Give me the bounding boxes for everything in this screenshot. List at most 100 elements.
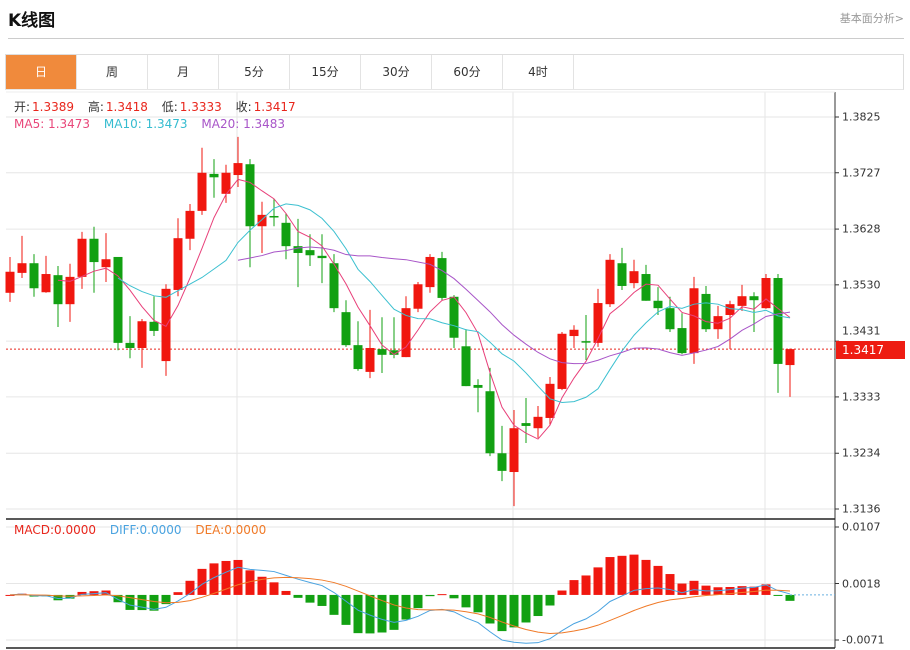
tab-60min[interactable]: 60分 [432, 55, 503, 89]
tab-4h[interactable]: 4时 [503, 55, 574, 89]
macd-bar [461, 594, 471, 608]
macd-bar [185, 580, 195, 595]
ma5-legend: MA5: 1.3473 [14, 117, 91, 131]
candle-body [197, 172, 207, 211]
macd-bar [329, 594, 339, 615]
candle-body [281, 222, 291, 247]
candle-body [413, 284, 423, 309]
candle-body [293, 246, 303, 253]
macd-bar [53, 594, 63, 601]
macd-bar [653, 565, 663, 595]
candle-body [449, 296, 459, 338]
macd-bar [629, 554, 639, 595]
macd-legend: MACD:0.0000 DIFF:0.0000 DEA:0.0000 [14, 523, 268, 537]
macd-bar [305, 594, 315, 603]
macd-y-tick: 0.0107 [842, 520, 881, 534]
macd-bar [557, 590, 567, 595]
macd-bar [161, 594, 171, 605]
candle-body [5, 271, 15, 293]
diff-line [9, 566, 791, 644]
macd-bar [497, 594, 507, 632]
macd-bar [617, 555, 627, 595]
macd-bar [173, 592, 183, 595]
candle-body [593, 303, 603, 343]
current-price-label: 1.3417 [836, 341, 905, 359]
macd-bar [737, 586, 747, 595]
macd-bar [221, 560, 231, 595]
candle-body [665, 308, 675, 330]
tab-30min[interactable]: 30分 [361, 55, 432, 89]
candle-body [461, 346, 471, 387]
candle-body [329, 263, 339, 309]
close-value: 1.3417 [253, 100, 296, 114]
y-tick: 1.3234 [842, 446, 881, 460]
candle-body [89, 238, 99, 263]
candle-body [557, 333, 567, 389]
candle-body [317, 255, 327, 259]
fundamental-analysis-link[interactable]: 基本面分析> [839, 12, 904, 25]
y-tick: 1.3825 [842, 110, 881, 124]
high-value: 1.3418 [105, 100, 148, 114]
macd-bar [413, 594, 423, 609]
macd-bar [545, 594, 555, 606]
candle-body [17, 263, 27, 273]
macd-bar [125, 594, 135, 610]
candle-body [53, 275, 63, 305]
ohlc-readout: 开: 1.3389 高: 1.3418 低: 1.3333 收: 1.3417 [14, 98, 306, 115]
open-label: 开: [14, 100, 31, 114]
period-tabs: 日 周 月 5分 15分 30分 60分 4时 [5, 54, 904, 90]
ma5-line [57, 178, 791, 440]
macd-bar [749, 586, 759, 595]
ma20-line [237, 246, 791, 365]
tab-month[interactable]: 月 [148, 55, 219, 89]
macd-bar [569, 580, 579, 595]
macd-bar [245, 570, 255, 595]
candle-body [377, 349, 387, 355]
y-tick: 1.3628 [842, 222, 881, 236]
candle-body [365, 347, 375, 372]
macd-y-tick: 0.0018 [842, 577, 881, 591]
candle-body [41, 274, 51, 293]
divider [8, 38, 904, 39]
candle-body [101, 259, 111, 268]
tab-5min[interactable]: 5分 [219, 55, 290, 89]
y-tick: 1.3136 [842, 502, 881, 516]
macd-bar [197, 568, 207, 595]
macd-bar [233, 559, 243, 595]
candle-body [473, 384, 483, 388]
candle-body [161, 288, 171, 362]
tab-15min[interactable]: 15分 [290, 55, 361, 89]
candle-body [173, 238, 183, 290]
candle-body [29, 263, 39, 289]
candle-body [425, 256, 435, 288]
candle-body [725, 304, 735, 315]
macd-bar [377, 594, 387, 633]
macd-legend-diff: DIFF:0.0000 [109, 523, 182, 537]
candle-body [629, 271, 639, 284]
page-title: K线图 [8, 11, 56, 31]
close-label: 收: [235, 100, 252, 114]
macd-bar [257, 576, 267, 595]
macd-legend-macd: MACD:0.0000 [14, 523, 97, 537]
low-label: 低: [161, 100, 178, 114]
tab-week[interactable]: 周 [77, 55, 148, 89]
macd-bar [365, 594, 375, 634]
macd-bar [341, 594, 351, 625]
candle-body [257, 214, 267, 227]
tab-day[interactable]: 日 [6, 55, 77, 89]
ma10-legend: MA10: 1.3473 [103, 117, 188, 131]
candle-body [761, 278, 771, 309]
macd-bar [293, 594, 303, 598]
candle-body [569, 329, 579, 337]
macd-bar [401, 594, 411, 620]
candle-body [617, 263, 627, 286]
candle-body [485, 391, 495, 454]
y-tick: 1.3530 [842, 278, 881, 292]
candle-body [509, 428, 519, 473]
candle-body [689, 288, 699, 354]
candle-body [233, 163, 243, 176]
candle-body [185, 210, 195, 239]
low-value: 1.3333 [179, 100, 222, 114]
